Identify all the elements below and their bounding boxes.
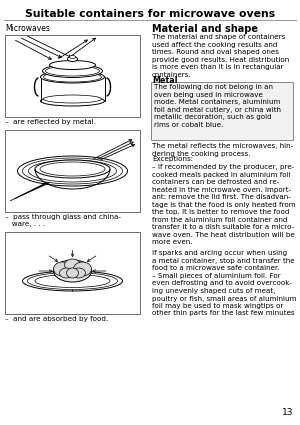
Text: The metal reflects the microwaves, hin-
dering the cooking process.: The metal reflects the microwaves, hin- … [152,143,293,156]
Ellipse shape [28,272,118,289]
Ellipse shape [68,57,77,62]
Text: Exceptions:: Exceptions: [152,156,193,162]
Text: – If recommended by the producer, pre-
cooked meals packed in aluminium foil
con: – If recommended by the producer, pre- c… [152,164,296,245]
Ellipse shape [40,162,105,176]
Ellipse shape [53,260,92,282]
Text: Suitable containers for microwave ovens: Suitable containers for microwave ovens [25,9,275,19]
Text: If sparks and arcing occur when using
a metal container, stop and transfer the
f: If sparks and arcing occur when using a … [152,250,295,271]
Text: – Small pieces of aluminium foil. For
even defrosting and to avoid overcook-
ing: – Small pieces of aluminium foil. For ev… [152,273,296,317]
Text: –  and are absorbed by food.: – and are absorbed by food. [5,316,108,322]
Ellipse shape [74,262,92,276]
Ellipse shape [22,271,122,291]
Text: –  pass through glass and china-
   ware, . . .: – pass through glass and china- ware, . … [5,214,121,227]
Ellipse shape [17,156,128,186]
Ellipse shape [46,66,100,76]
Ellipse shape [71,268,85,278]
Ellipse shape [59,268,74,278]
Ellipse shape [43,65,103,77]
Text: Metal: Metal [152,76,178,85]
Ellipse shape [67,268,79,278]
Text: The following do not belong in an
oven being used in microwave
mode. Metal conta: The following do not belong in an oven b… [154,84,281,128]
Ellipse shape [64,259,80,271]
Text: –  are reflected by metal.: – are reflected by metal. [5,119,96,125]
Ellipse shape [35,160,110,178]
Ellipse shape [40,71,104,83]
Text: Material and shape: Material and shape [152,24,258,34]
Ellipse shape [28,160,116,182]
Ellipse shape [50,60,95,70]
Bar [151,82,293,140]
Text: 13: 13 [281,408,293,417]
Ellipse shape [35,275,110,287]
Text: The material and shape of containers
used affect the cooking results and
times. : The material and shape of containers use… [152,34,289,77]
Ellipse shape [40,96,104,106]
Ellipse shape [22,158,122,184]
Ellipse shape [70,56,76,59]
Bar [5,130,140,212]
Ellipse shape [44,72,101,82]
Ellipse shape [53,262,71,276]
Ellipse shape [44,95,101,103]
Bar [5,232,140,314]
Bar [5,35,140,117]
Text: Microwaves: Microwaves [5,24,50,33]
